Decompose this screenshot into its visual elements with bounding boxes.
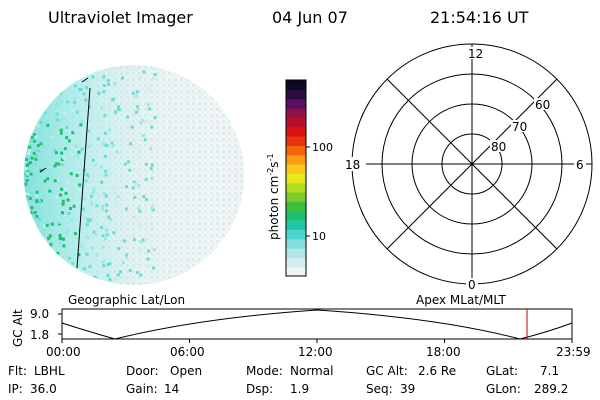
altitude-curve (61, 309, 573, 340)
colorbar-segment (286, 98, 306, 109)
glat-value: 7.1 (540, 364, 560, 378)
lat-label-80: 80 (491, 140, 506, 154)
x-tick-2359: 23:59 (556, 345, 591, 359)
colorbar-segment (286, 136, 306, 146)
lat-label-70: 70 (512, 120, 527, 134)
colorbar-segment (286, 108, 306, 118)
dsp-label: Dsp: (246, 382, 274, 396)
door-value: Open (170, 364, 203, 378)
colorbar-segment (286, 154, 306, 165)
glat-label: GLat: (486, 364, 519, 378)
colorbar-tick-100: 100 (312, 141, 333, 154)
colorbar-segment (286, 229, 306, 240)
gc-alt-label: GC Alt: (366, 364, 408, 378)
gc-alt-value: 2.6 Re (418, 364, 457, 378)
y-tick-1.8: 1.8 (30, 328, 49, 342)
colorbar-segment (286, 238, 306, 249)
lat-label-60: 60 (535, 98, 550, 112)
colorbar-segment (286, 89, 306, 100)
timeline-left-title: Geographic Lat/Lon (68, 293, 186, 307)
colorbar-segment (286, 173, 306, 184)
colorbar-segment (286, 266, 306, 277)
colorbar-segment (286, 192, 306, 202)
colorbar-segment (286, 164, 306, 174)
mode-label: Mode: (246, 364, 283, 378)
colorbar-segment (286, 257, 306, 268)
ip-value: 36.0 (30, 382, 57, 396)
filter-label: Flt: (8, 364, 27, 378)
timeline-right-title: Apex MLat/MLT (416, 293, 506, 307)
x-tick-1800: 18:00 (426, 345, 461, 359)
colorbar-segment (286, 201, 306, 212)
x-tick-1200: 12:00 (298, 345, 333, 359)
x-tick-0600: 06:00 (170, 345, 205, 359)
instrument-title: Ultraviolet Imager (48, 8, 193, 27)
ip-label: IP: (8, 382, 23, 396)
x-tick-0000: 00:00 (46, 345, 81, 359)
colorbar-tick-10: 10 (312, 230, 326, 243)
colorbar-segment (286, 182, 306, 193)
door-label: Door: (126, 364, 159, 378)
colorbar-segment (286, 220, 306, 230)
mlt-label-6: 6 (576, 158, 584, 172)
colorbar-segment (286, 145, 306, 156)
observation-time: 21:54:16 UT (430, 8, 529, 27)
mlt-label-18: 18 (345, 158, 360, 172)
dsp-value: 1.9 (290, 382, 310, 396)
colorbar-segment (286, 126, 306, 137)
gain-value: 14 (164, 382, 180, 396)
colorbar-segment (286, 248, 306, 258)
y-tick-9: 9.0 (30, 307, 49, 321)
observation-date: 04 Jun 07 (272, 8, 348, 27)
colorbar-segment (286, 117, 306, 128)
mlt-label-12: 12 (468, 47, 483, 61)
seq-label: Seq: (366, 382, 393, 396)
colorbar-segment (286, 210, 306, 221)
color-scale (286, 80, 306, 277)
mlt-label-0: 0 (468, 278, 476, 292)
glon-label: GLon: (486, 382, 521, 396)
glon-value: 289.2 (534, 382, 569, 396)
gc-alt-axis-label: GC Alt (11, 309, 25, 347)
mode-value: Normal (290, 364, 334, 378)
colorbar-segment (286, 80, 306, 90)
seq-value: 39 (400, 382, 416, 396)
gain-label: Gain: (126, 382, 158, 396)
filter-value: LBHL (34, 364, 65, 378)
